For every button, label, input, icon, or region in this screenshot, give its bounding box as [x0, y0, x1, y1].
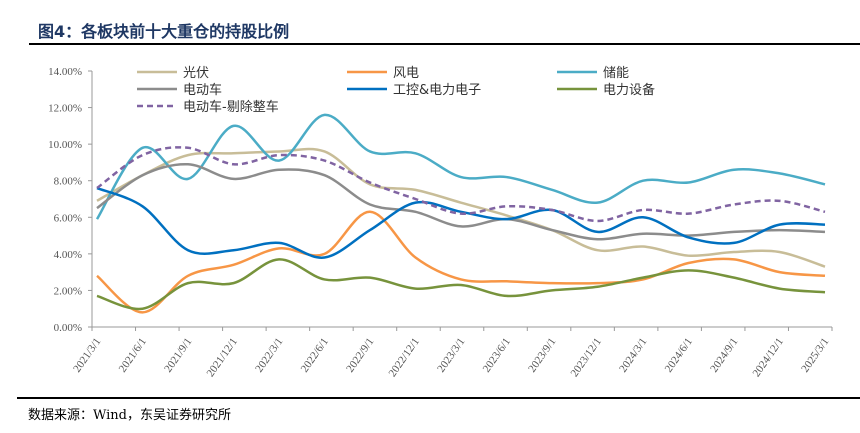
x-tick-label: 2024/9/1: [708, 336, 740, 375]
x-tick-label: 2024/6/1: [663, 336, 695, 375]
x-tick-label: 2023/9/1: [526, 336, 558, 375]
legend-label: 电动车: [183, 82, 222, 98]
bottom-rule: [17, 397, 860, 399]
x-tick-label: 2022/9/1: [344, 336, 376, 375]
y-tick-label: 2.00%: [54, 285, 82, 297]
y-tick-label: 0.00%: [54, 322, 82, 334]
series-line-电动车-剔除整车: [96, 146, 826, 223]
series-line-工控&电力电子: [96, 186, 826, 259]
y-tick-label: 6.00%: [54, 212, 82, 224]
legend-label: 工控&电力电子: [393, 83, 481, 98]
figure-title: 图4：各板块前十大重仓的持股比例: [38, 22, 290, 41]
source-note: 数据来源：Wind，东吴证券研究所: [28, 408, 231, 423]
y-tick-label: 12.00%: [48, 103, 82, 115]
legend-label: 电力设备: [603, 82, 655, 98]
x-tick-label: 2022/6/1: [299, 336, 331, 375]
x-tick-label: 2021/3/1: [71, 336, 103, 375]
legend-label: 储能: [603, 66, 629, 81]
series-line-电力设备: [96, 258, 826, 311]
x-tick-label: 2025/3/1: [799, 336, 831, 375]
y-tick-label: 8.00%: [54, 176, 82, 188]
x-tick-label: 2024/12/1: [751, 336, 786, 379]
series-line-电动车: [96, 163, 826, 241]
series-line-储能: [95, 113, 826, 220]
legend-label: 光伏: [183, 66, 209, 81]
y-tick-label: 14.00%: [48, 66, 82, 78]
series-line-光伏: [96, 147, 826, 268]
x-tick-label: 2021/6/1: [117, 336, 149, 375]
y-tick-label: 4.00%: [54, 249, 82, 261]
x-tick-label: 2022/3/1: [253, 336, 285, 375]
x-tick-label: 2024/3/1: [617, 336, 649, 375]
x-tick-label: 2023/6/1: [481, 336, 513, 375]
y-tick-label: 10.00%: [48, 139, 82, 151]
legend-label: 风电: [393, 66, 419, 81]
top-rule: [29, 43, 860, 45]
x-tick-label: 2023/3/1: [435, 336, 467, 375]
x-tick-label: 2021/9/1: [162, 336, 194, 375]
x-tick-label: 2021/12/1: [205, 336, 240, 379]
legend-label: 电动车-剔除整车: [183, 99, 279, 115]
series-line-风电: [96, 210, 826, 314]
x-tick-label: 2022/12/1: [387, 336, 422, 379]
x-tick-label: 2023/12/1: [569, 336, 604, 379]
